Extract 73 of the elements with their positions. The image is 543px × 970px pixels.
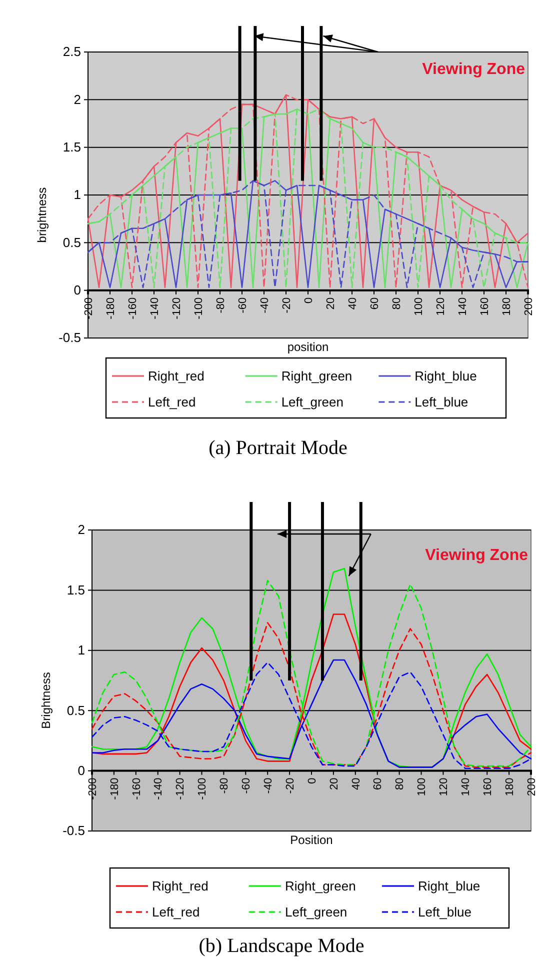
x-tick-label: -20 xyxy=(284,778,296,794)
y-tick-label: 2.5 xyxy=(62,44,81,60)
y-tick-label: 2 xyxy=(74,92,81,107)
y-tick-label: -0.5 xyxy=(58,330,81,346)
x-tick-label: -180 xyxy=(108,778,121,800)
x-tick-label: 80 xyxy=(390,297,403,310)
x-tick-label: -40 xyxy=(262,778,274,794)
legend-label: Left_red xyxy=(148,394,196,410)
legend-label: Right_blue xyxy=(414,368,477,384)
y-tick-label: 1 xyxy=(78,642,85,658)
x-tick-label: -100 xyxy=(196,778,209,800)
x-tick-label: 60 xyxy=(372,778,384,790)
y-tick-label: 0.5 xyxy=(62,234,81,250)
legend-label: Right_red xyxy=(152,878,208,894)
y-tick-label: 0.5 xyxy=(66,702,85,718)
x-tick-label: 40 xyxy=(346,297,359,310)
annotation: Viewing Zone xyxy=(422,61,526,78)
legend-label: Left_blue xyxy=(418,904,472,920)
y-tick-label: 1.5 xyxy=(66,582,85,598)
x-tick-label: -100 xyxy=(192,297,205,320)
annotation: Viewing Zone xyxy=(425,547,528,564)
x-tick-label: 60 xyxy=(368,297,381,310)
x-tick-label: -80 xyxy=(214,297,227,314)
x-tick-label: 200 xyxy=(522,297,535,316)
text: (a) Portrait Mode xyxy=(208,437,348,459)
x-tick-label: 0 xyxy=(306,778,318,784)
x-axis-title: position xyxy=(287,340,329,354)
x-axis-title: Position xyxy=(290,833,333,847)
x-tick-label: -20 xyxy=(280,297,293,314)
x-tick-label: 20 xyxy=(324,297,337,310)
x-tick-label: 80 xyxy=(394,778,406,790)
x-tick-label: -160 xyxy=(130,778,143,800)
x-tick-label: 140 xyxy=(456,297,469,316)
x-tick-label: 100 xyxy=(412,297,425,316)
legend-label: Right_green xyxy=(281,368,352,384)
text: (b) Landscape Mode xyxy=(198,935,364,957)
x-tick-label: -140 xyxy=(152,778,165,800)
x-tick-label: 180 xyxy=(504,778,516,796)
legend-label: Left_green xyxy=(285,904,348,920)
y-tick-label: 0 xyxy=(78,762,85,778)
x-tick-label: 0 xyxy=(302,297,315,304)
x-tick-label: -60 xyxy=(240,778,252,794)
x-tick-label: 120 xyxy=(438,778,450,796)
x-tick-label: -160 xyxy=(126,297,139,320)
legend-label: Left_red xyxy=(152,904,200,920)
y-axis-title: brightness xyxy=(35,187,49,243)
x-tick-label: -180 xyxy=(104,297,117,320)
legend-label: Left_green xyxy=(281,394,344,410)
legend-label: Right_red xyxy=(148,368,204,384)
x-tick-label: 20 xyxy=(328,778,340,790)
x-tick-label: -140 xyxy=(148,297,161,320)
x-tick-label: 160 xyxy=(478,297,491,316)
y-axis-title: Brightness xyxy=(39,672,53,729)
y-tick-label: -0.5 xyxy=(62,823,85,838)
legend-label: Right_green xyxy=(285,878,356,894)
legend-label: Right_blue xyxy=(418,878,480,894)
legend-label: Left_blue xyxy=(414,394,468,410)
x-tick-label: 200 xyxy=(526,778,538,796)
x-tick-label: -80 xyxy=(218,778,231,794)
y-tick-label: 1 xyxy=(74,187,81,202)
x-tick-label: 100 xyxy=(416,778,428,796)
y-tick-label: 1.5 xyxy=(62,139,81,154)
x-tick-label: -40 xyxy=(258,297,271,314)
x-tick-label: 120 xyxy=(434,297,447,316)
y-tick-label: 2 xyxy=(78,522,85,538)
x-tick-label: 160 xyxy=(482,778,494,796)
x-tick-label: -120 xyxy=(174,778,187,800)
x-tick-label: -120 xyxy=(170,297,183,320)
y-tick-label: 0 xyxy=(74,282,81,298)
x-tick-label: 180 xyxy=(500,297,513,316)
x-tick-label: 40 xyxy=(350,778,362,790)
x-tick-label: 140 xyxy=(460,778,472,796)
x-tick-label: -60 xyxy=(236,297,249,314)
